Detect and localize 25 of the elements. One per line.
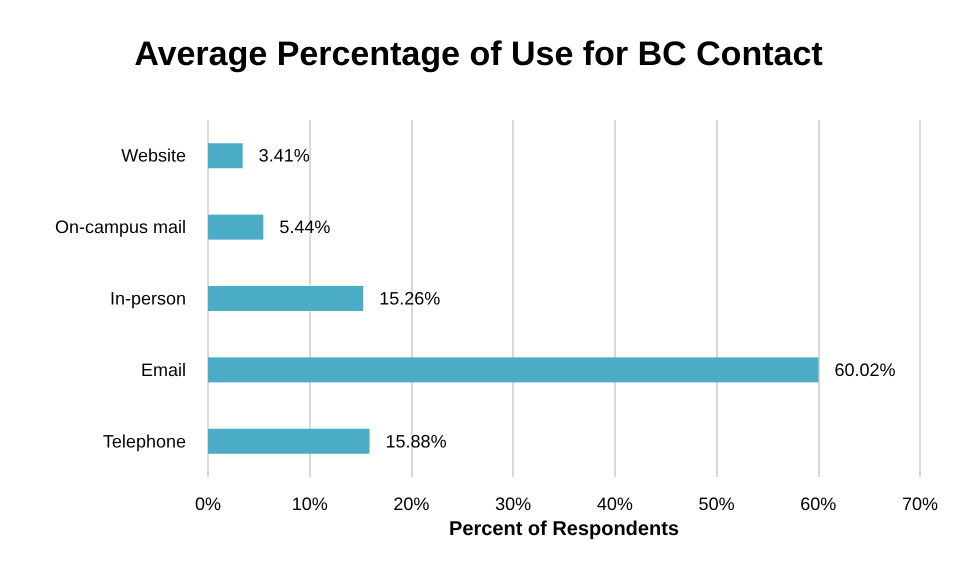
bar (208, 428, 370, 454)
bar (208, 143, 243, 168)
data-label: 60.02% (834, 360, 896, 380)
bar (208, 214, 264, 240)
x-tick-label: 50% (698, 494, 735, 514)
bar (208, 286, 364, 311)
x-tick-label: 0% (194, 494, 222, 514)
data-label: 15.88% (386, 431, 447, 452)
y-tick-label: In-person (110, 288, 186, 308)
x-tick-label: 40% (596, 494, 633, 514)
x-tick-label: 20% (393, 494, 430, 514)
chart-title: Average Percentage of Use for BC Contact (134, 35, 823, 73)
data-label: 3.41% (258, 146, 310, 166)
y-tick-label: Telephone (102, 431, 186, 452)
x-tick-label: 60% (800, 494, 836, 514)
y-tick-label: Email (140, 360, 186, 380)
x-tick-label: 30% (495, 494, 532, 514)
data-label: 5.44% (279, 217, 330, 238)
y-tick-label: Website (121, 146, 186, 166)
x-axis-title: Percent of Respondents (448, 518, 680, 540)
x-tick-label: 70% (902, 494, 938, 514)
data-label: 15.26% (379, 288, 440, 308)
y-tick-label: On-campus mail (54, 217, 186, 238)
bar (208, 357, 818, 382)
x-tick-label: 10% (292, 494, 328, 514)
